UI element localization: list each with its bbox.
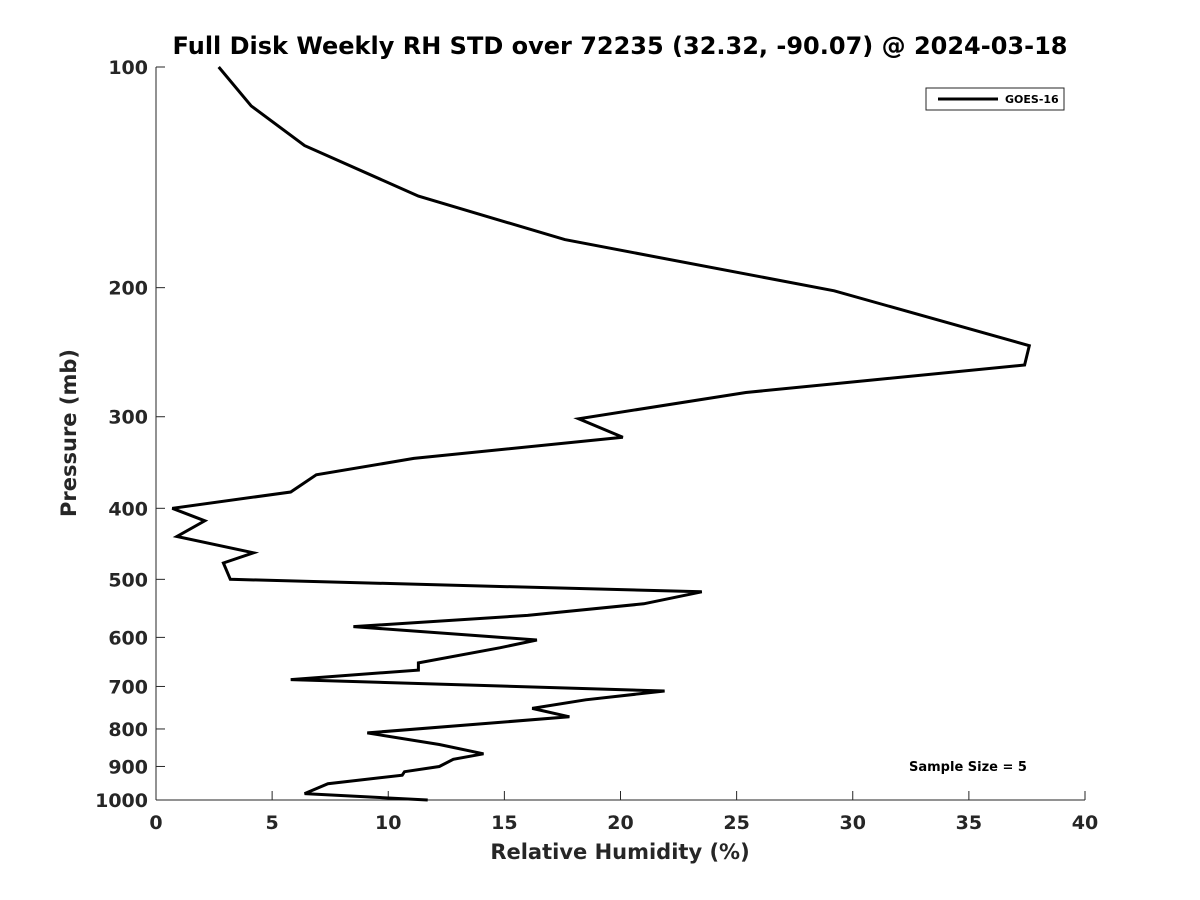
series-line-goes-16 [171,66,1032,802]
series-group [171,66,1032,802]
x-tick-label: 5 [266,812,279,834]
y-tick-label: 600 [108,627,148,649]
x-tick-label: 35 [956,812,982,834]
x-tick-label: 0 [149,812,162,834]
x-tick-label: 30 [840,812,866,834]
y-axis-label: Pressure (mb) [57,349,81,517]
legend-label-goes-16: GOES-16 [1005,93,1059,106]
y-tick-label: 300 [108,407,148,429]
x-tick-label: 40 [1072,812,1098,834]
x-ticks: 0 5 10 15 20 25 30 35 40 [149,791,1098,834]
x-tick-label: 25 [723,812,749,834]
x-axis-label: Relative Humidity (%) [490,840,749,864]
y-tick-label: 900 [108,756,148,778]
sample-size-annotation: Sample Size = 5 [909,760,1027,775]
y-tick-label: 400 [108,498,148,520]
x-tick-label: 20 [607,812,633,834]
y-tick-label: 700 [108,676,148,698]
chart-title: Full Disk Weekly RH STD over 72235 (32.3… [173,32,1068,60]
y-tick-label: 200 [108,278,148,300]
y-tick-label: 1000 [95,790,148,812]
y-tick-label: 800 [108,719,148,741]
x-tick-label: 15 [491,812,517,834]
legend: GOES-16 [925,87,1065,111]
y-tick-label: 500 [108,569,148,591]
y-ticks: 100 200 300 400 500 600 700 800 900 1000 [95,57,165,812]
x-tick-label: 10 [375,812,401,834]
y-tick-label: 100 [108,57,148,79]
